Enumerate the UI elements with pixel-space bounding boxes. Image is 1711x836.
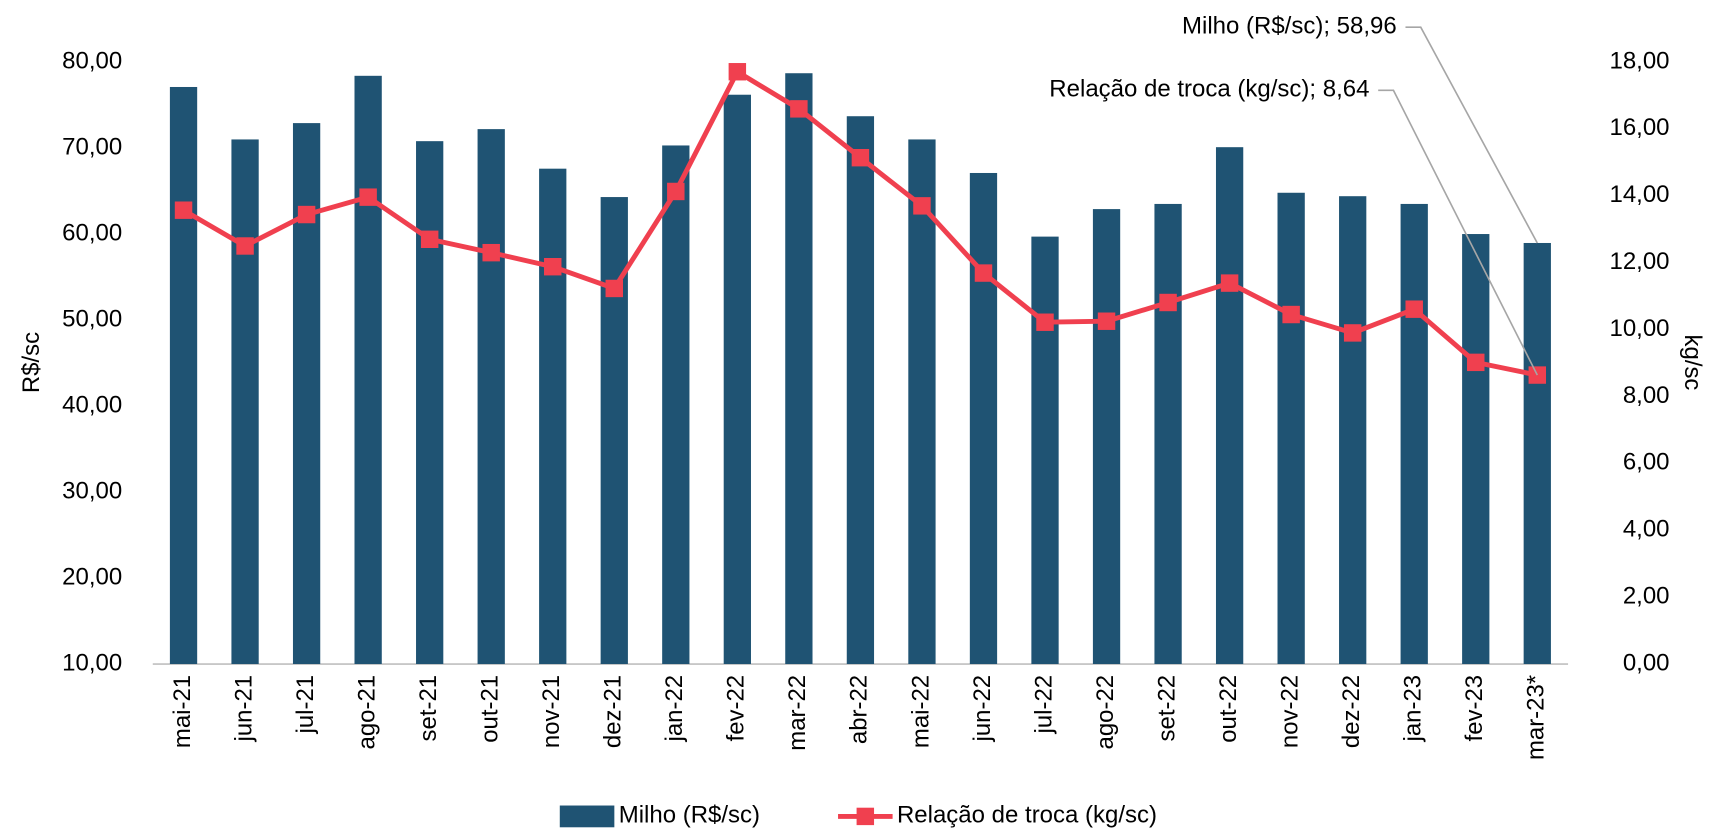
line-marker xyxy=(913,197,931,215)
bar xyxy=(969,172,998,665)
x-tick-label: abr-22 xyxy=(846,675,873,744)
x-tick-label: set-22 xyxy=(1153,675,1180,742)
legend-marker xyxy=(856,807,875,826)
bar xyxy=(1154,203,1182,665)
x-tick-label: ago-22 xyxy=(1092,675,1119,750)
y2-tick-label: 12,00 xyxy=(1609,248,1669,275)
line-marker xyxy=(482,243,500,262)
x-tick-label: fev-23 xyxy=(1461,675,1488,742)
line-marker xyxy=(1220,274,1239,292)
x-tick-label: jun-21 xyxy=(230,675,257,743)
x-tick-label: nov-21 xyxy=(538,675,565,748)
x-tick-label: set-21 xyxy=(415,675,442,742)
bar xyxy=(846,116,875,665)
annotation: Relação de troca (kg/sc); 8,64 xyxy=(1049,76,1369,103)
bar xyxy=(1092,209,1121,665)
line-marker xyxy=(974,264,993,282)
y2-axis-label: kg/sc xyxy=(1679,335,1706,391)
x-tick-label: dez-22 xyxy=(1338,675,1365,748)
y2-tick-label: 0,00 xyxy=(1623,649,1670,676)
bar xyxy=(1339,196,1367,665)
y-tick-label: 10,00 xyxy=(62,649,122,676)
legend-label: Milho (R$/sc) xyxy=(619,802,760,829)
x-tick-label: jul-21 xyxy=(292,675,319,735)
x-tick-label: jan-22 xyxy=(661,675,688,743)
y-tick-label: 80,00 xyxy=(62,47,122,74)
bar xyxy=(1462,234,1490,665)
annotation-leader xyxy=(1405,26,1539,244)
y2-tick-label: 6,00 xyxy=(1623,449,1670,476)
x-tick-label: mai-21 xyxy=(169,675,196,748)
bar xyxy=(1031,236,1059,665)
line-marker xyxy=(420,230,439,249)
y2-tick-label: 4,00 xyxy=(1623,516,1670,543)
y-tick-label: 50,00 xyxy=(62,305,122,332)
x-tick-label: dez-21 xyxy=(600,675,627,748)
bar xyxy=(354,75,382,665)
y-tick-label: 20,00 xyxy=(62,563,122,590)
line-marker xyxy=(1159,293,1177,312)
y2-tick-label: 16,00 xyxy=(1609,114,1669,141)
bar xyxy=(662,145,690,665)
bar xyxy=(1523,242,1551,665)
x-tick-label: jun-22 xyxy=(969,675,996,743)
y-tick-label: 30,00 xyxy=(62,477,122,504)
bar xyxy=(477,129,505,665)
bar xyxy=(600,197,628,665)
y2-tick-label: 14,00 xyxy=(1609,181,1669,208)
y-axis-label: R$/sc xyxy=(18,332,45,393)
y2-tick-label: 8,00 xyxy=(1623,382,1670,409)
line-marker xyxy=(236,237,254,255)
line-marker xyxy=(1282,305,1300,324)
bar xyxy=(1215,147,1244,665)
line-marker xyxy=(297,205,316,224)
line-marker xyxy=(728,63,747,81)
annotation: Milho (R$/sc); 58,96 xyxy=(1182,13,1397,40)
bar xyxy=(785,73,813,665)
x-tick-label: ago-21 xyxy=(353,675,380,750)
line-marker xyxy=(790,100,808,118)
y2-tick-label: 2,00 xyxy=(1623,582,1670,609)
legend-label: Relação de troca (kg/sc) xyxy=(897,802,1157,829)
y-tick-label: 70,00 xyxy=(62,133,122,160)
line-marker xyxy=(605,279,624,298)
bar xyxy=(1400,203,1428,665)
x-tick-label: nov-22 xyxy=(1276,675,1303,748)
line-marker xyxy=(174,201,193,219)
line-marker xyxy=(1467,353,1485,372)
x-tick-label: mai-22 xyxy=(907,675,934,748)
legend-swatch xyxy=(559,805,615,828)
x-tick-label: jul-22 xyxy=(1030,675,1057,735)
line-marker xyxy=(667,182,685,201)
line-marker xyxy=(1528,366,1547,384)
y2-tick-label: 10,00 xyxy=(1609,315,1669,342)
x-tick-label: out-22 xyxy=(1215,675,1242,743)
annotation-leader xyxy=(1378,89,1539,376)
bar xyxy=(539,168,567,665)
bar xyxy=(416,141,444,665)
x-tick-label: mar-23* xyxy=(1523,675,1550,760)
y2-tick-label: 18,00 xyxy=(1609,47,1669,74)
bar xyxy=(231,139,259,665)
line-marker xyxy=(1343,324,1362,342)
bar xyxy=(723,94,751,665)
line-marker xyxy=(544,258,562,276)
y-tick-label: 60,00 xyxy=(62,219,122,246)
line-marker xyxy=(359,188,377,206)
x-tick-label: out-21 xyxy=(477,675,504,743)
bar xyxy=(292,123,321,665)
x-tick-label: jan-23 xyxy=(1400,675,1427,743)
line-marker xyxy=(1036,313,1054,331)
bar xyxy=(1277,192,1305,665)
line-marker xyxy=(1097,312,1116,330)
x-tick-label: mar-22 xyxy=(784,675,811,751)
line-marker xyxy=(1405,300,1423,318)
bar xyxy=(908,139,936,665)
bar xyxy=(169,86,198,665)
y-tick-label: 40,00 xyxy=(62,391,122,418)
line-marker xyxy=(851,148,870,167)
x-tick-label: fev-22 xyxy=(723,675,750,742)
